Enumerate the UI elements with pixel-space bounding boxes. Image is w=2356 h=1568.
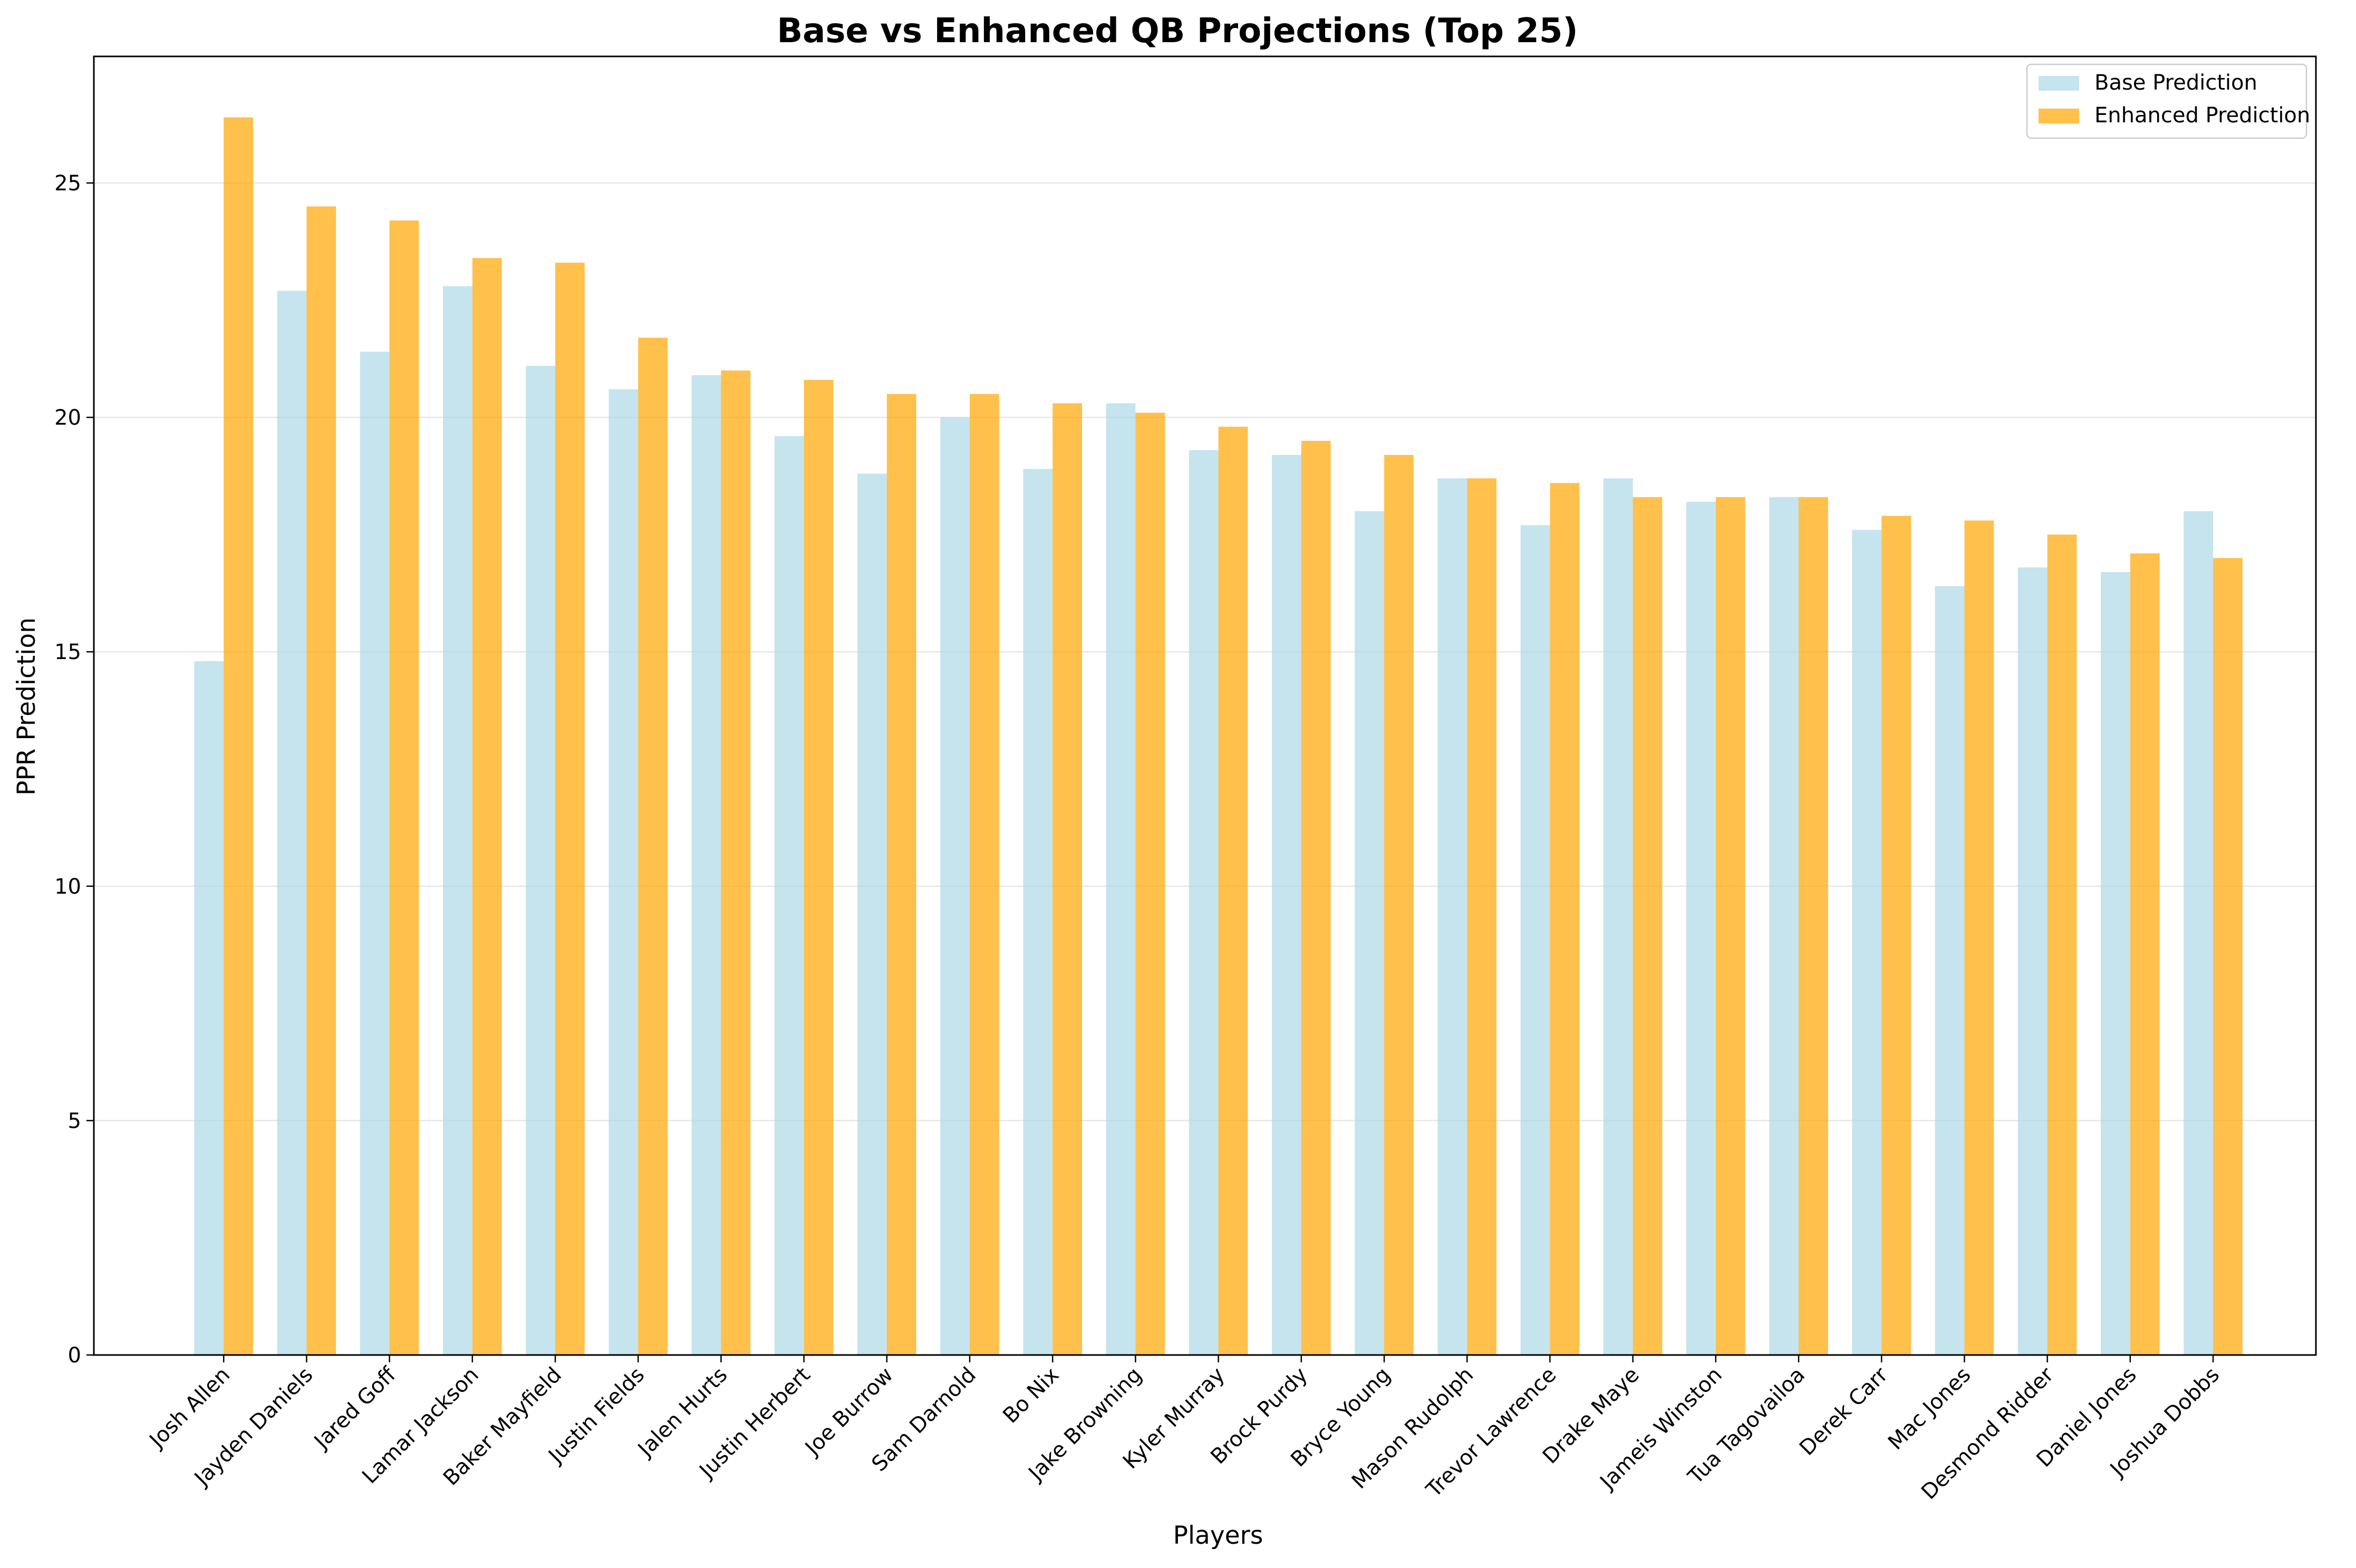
base-prediction-bar: [774, 436, 804, 1355]
y-tick-label: 20: [54, 406, 81, 430]
legend-swatch: [2039, 76, 2079, 91]
enhanced-prediction-bar: [1633, 497, 1663, 1355]
enhanced-prediction-bar: [1467, 478, 1496, 1355]
enhanced-prediction-bar: [555, 263, 585, 1356]
legend: Base Prediction Enhanced Prediction: [2026, 63, 2310, 139]
base-prediction-bar: [194, 661, 224, 1355]
enhanced-prediction-bar: [1715, 497, 1745, 1355]
base-prediction-bar: [1355, 511, 1384, 1355]
base-prediction-bar: [857, 473, 887, 1355]
enhanced-prediction-bar: [306, 206, 336, 1356]
base-prediction-bar: [1106, 403, 1136, 1355]
enhanced-prediction-bar: [1384, 454, 1414, 1356]
enhanced-prediction-bar: [1964, 520, 1994, 1355]
y-tick-label: 10: [54, 875, 81, 899]
enhanced-prediction-bar: [1550, 483, 1580, 1355]
enhanced-prediction-bar: [1218, 427, 1248, 1355]
legend-swatch: [2039, 109, 2079, 123]
enhanced-prediction-bar: [1053, 403, 1082, 1355]
base-prediction-bar: [1603, 478, 1633, 1355]
chart-title: Base vs Enhanced QB Projections (Top 25): [777, 12, 1578, 51]
y-tick-label: 5: [68, 1109, 81, 1133]
base-prediction-bar: [1935, 586, 1965, 1355]
base-prediction-bar: [277, 291, 307, 1355]
base-prediction-bar: [2184, 511, 2213, 1355]
plot-frame: [93, 55, 2317, 1356]
base-prediction-bar: [1272, 454, 1301, 1356]
base-prediction-bar: [1852, 530, 1882, 1355]
enhanced-prediction-bar: [472, 258, 502, 1355]
legend-label: Enhanced Prediction: [2094, 103, 2310, 128]
base-prediction-bar: [940, 417, 970, 1355]
x-axis-label: Players: [1173, 1521, 1263, 1550]
base-prediction-bar: [2017, 567, 2048, 1355]
y-tick-label: 0: [68, 1343, 81, 1368]
base-prediction-bar: [1023, 469, 1053, 1356]
base-prediction-bar: [526, 365, 555, 1355]
enhanced-prediction-bar: [2130, 553, 2160, 1355]
base-prediction-bar: [443, 286, 472, 1355]
base-prediction-bar: [1520, 525, 1550, 1355]
y-tick-label: 25: [54, 171, 81, 196]
enhanced-prediction-bar: [1881, 516, 1911, 1356]
base-prediction-bar: [609, 389, 639, 1355]
enhanced-prediction-bar: [638, 337, 668, 1355]
base-prediction-bar: [1686, 501, 1716, 1355]
base-prediction-bar: [1769, 497, 1799, 1355]
base-prediction-bar: [1189, 450, 1219, 1355]
enhanced-prediction-bar: [2213, 558, 2243, 1355]
enhanced-prediction-bar: [1135, 412, 1165, 1355]
base-prediction-bar: [360, 352, 390, 1355]
enhanced-prediction-bar: [1301, 441, 1331, 1355]
enhanced-prediction-bar: [1799, 497, 1828, 1355]
y-axis: 0 5 10 15 20 25: [54, 171, 94, 1368]
enhanced-prediction-bar: [389, 220, 419, 1355]
bars: [194, 117, 2243, 1356]
base-prediction-bar: [691, 375, 721, 1355]
enhanced-prediction-bar: [2047, 534, 2077, 1355]
enhanced-prediction-bar: [804, 380, 834, 1355]
y-tick-label: 15: [54, 640, 81, 664]
legend-box: [2026, 63, 2307, 139]
y-axis-label: PPR Prediction: [12, 617, 41, 796]
base-prediction-bar: [2101, 572, 2130, 1355]
enhanced-prediction-bar: [721, 370, 751, 1355]
enhanced-prediction-bar: [970, 394, 999, 1355]
enhanced-prediction-bar: [886, 394, 916, 1355]
base-prediction-bar: [1437, 478, 1467, 1355]
legend-label: Base Prediction: [2094, 71, 2257, 95]
enhanced-prediction-bar: [224, 117, 253, 1356]
